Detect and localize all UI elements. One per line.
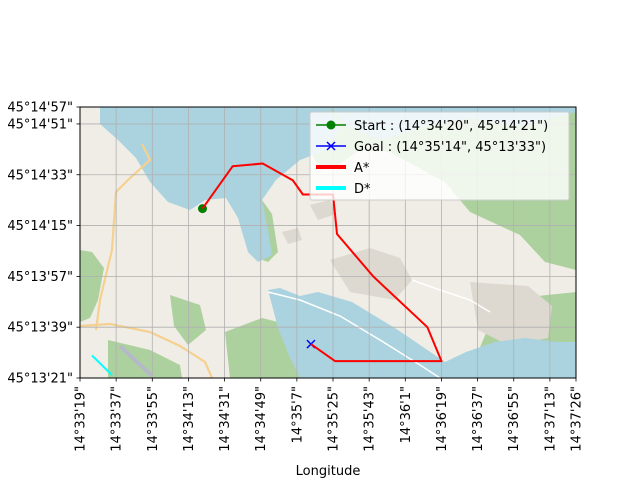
x-tick-label: 14°36'1": [399, 386, 414, 443]
x-tick-label: 14°33'19": [74, 386, 89, 452]
x-tick-label: 14°34'13": [182, 386, 197, 452]
y-tick-label: 45°13'21": [7, 372, 73, 387]
series-line-2: [201, 162, 443, 363]
x-tick-label: 14°35'7": [290, 386, 305, 443]
y-tick-label: 45°14'57": [7, 101, 73, 116]
y-tick-label: 45°14'33": [7, 168, 73, 183]
legend-item-goal: Goal : (14°35'14", 45°13'33"): [316, 140, 546, 155]
x-tick-label: 14°36'19": [435, 386, 450, 452]
legend-marker-goal: [326, 141, 336, 151]
x-tick-label: 14°34'31": [218, 386, 233, 452]
legend: Start : (14°34'20", 45°14'21") Goal : (1…: [309, 111, 570, 201]
series-layer: [91, 162, 443, 376]
x-tick-label: 14°35'43": [363, 386, 378, 452]
x-tick-label: 14°37'26": [570, 386, 585, 452]
legend-box: [309, 111, 570, 201]
x-tick-label: 14°35'25": [327, 386, 342, 452]
x-tick-label: 14°33'37": [110, 386, 125, 452]
legend-label-start: Start : (14°34'20", 45°14'21"): [354, 119, 548, 134]
x-tick-label: 14°36'37": [471, 386, 486, 452]
x-tick-label: 14°33'55": [146, 386, 161, 452]
legend-label-goal: Goal : (14°35'14", 45°13'33"): [354, 140, 546, 155]
legend-label-dstar: D*: [354, 182, 371, 197]
legend-item-start: Start : (14°34'20", 45°14'21"): [316, 119, 548, 134]
x-tick-label: 14°34'49": [254, 386, 269, 452]
x-tick-label: 14°37'13": [543, 386, 558, 452]
axes-frame: [79, 106, 577, 379]
legend-marker-start: [326, 120, 336, 130]
y-tick-label: 45°13'57": [7, 270, 73, 285]
legend-item-astar: A*: [316, 161, 370, 176]
y-tick-label: 45°14'15": [7, 219, 73, 234]
x-axis-label: Longitude: [296, 464, 361, 479]
x-axis: 14°33'19" 14°33'37" 14°33'55" 14°34'13" 14°3…: [74, 378, 585, 452]
y-axis: 45°13'21" 45°13'39" 45°13'57" 45°14'15" 45°1…: [7, 101, 80, 387]
y-tick-label: 45°13'39": [7, 321, 73, 336]
legend-label-astar: A*: [354, 161, 370, 176]
legend-item-dstar: D*: [316, 182, 371, 197]
y-tick-label: 45°14'51": [7, 117, 73, 132]
x-tick-label: 14°36'55": [507, 386, 522, 452]
series-line-3: [91, 354, 113, 376]
